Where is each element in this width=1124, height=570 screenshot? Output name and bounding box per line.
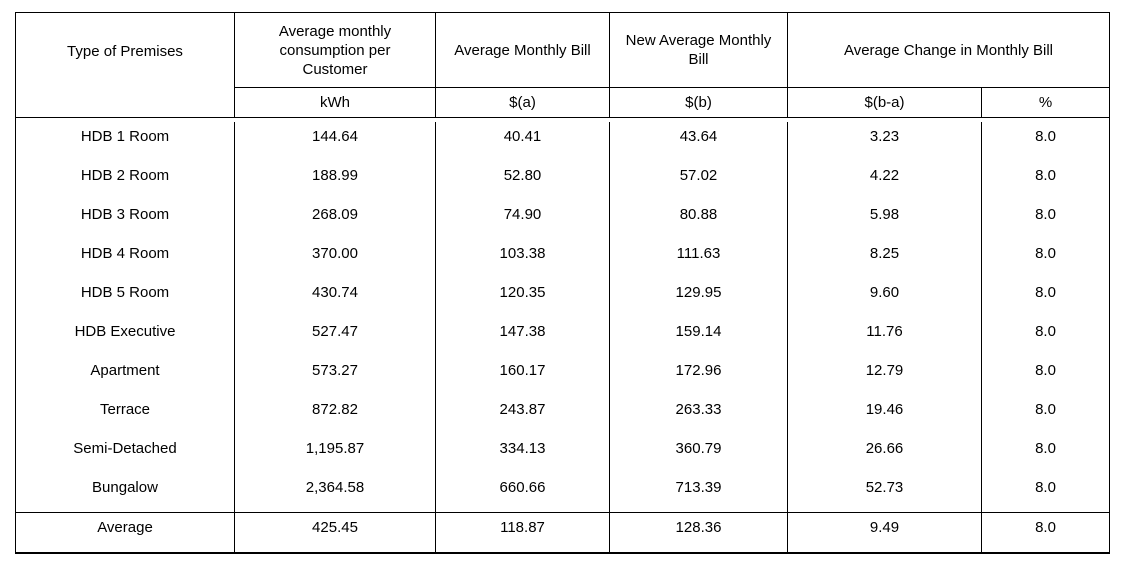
cell-change-percent: 8.0 — [1035, 206, 1056, 223]
cell-premises: HDB 4 Room — [16, 239, 235, 278]
header-unit-change-percent: % — [1038, 94, 1053, 111]
cell-consumption-kwh: 527.47 — [235, 317, 436, 356]
average-cell-consumption-kwh: 425.45 — [235, 513, 436, 552]
cell-change-amount: 8.25 — [788, 239, 982, 278]
cell-change-amount: 4.22 — [788, 161, 982, 200]
header-avg-consumption: Average monthly consumption per Customer — [235, 13, 436, 88]
cell-change-amount: 26.66 — [788, 434, 982, 473]
cell-consumption-kwh: 268.09 — [235, 200, 436, 239]
cell-premises: Apartment — [16, 356, 235, 395]
cell-change-percent: 8.0 — [1035, 167, 1056, 184]
electricity-bill-table: Type of Premises Average monthly consump… — [15, 12, 1110, 554]
average-cell-change-percent: 8.0 — [1035, 519, 1056, 536]
cell-consumption-kwh: 188.99 — [235, 161, 436, 200]
cell-change-percent: 8.0 — [1035, 440, 1056, 457]
cell-avg-monthly-bill: 120.35 — [436, 278, 610, 317]
cell-change-percent: 8.0 — [1035, 479, 1056, 496]
cell-new-avg-monthly-bill: 172.96 — [610, 356, 788, 395]
header-new-avg-monthly-bill: New Average Monthly Bill — [610, 13, 788, 88]
cell-change-percent: 8.0 — [1035, 401, 1056, 418]
cell-avg-monthly-bill: 52.80 — [436, 161, 610, 200]
cell-change-percent: 8.0 — [1035, 284, 1056, 301]
header-avg-monthly-bill: Average Monthly Bill — [436, 13, 610, 88]
average-cell-avg-monthly-bill: 118.87 — [436, 513, 610, 552]
cell-premises: HDB 1 Room — [16, 122, 235, 161]
cell-avg-monthly-bill: 103.38 — [436, 239, 610, 278]
cell-avg-monthly-bill: 147.38 — [436, 317, 610, 356]
cell-change-percent: 8.0 — [1035, 128, 1056, 145]
header-avg-change-monthly-bill: Average Change in Monthly Bill — [788, 13, 1109, 88]
header-type-of-premises: Type of Premises — [16, 13, 235, 117]
cell-avg-monthly-bill: 334.13 — [436, 434, 610, 473]
header-body-divider-gap — [16, 118, 1109, 122]
cell-avg-monthly-bill: 660.66 — [436, 473, 610, 512]
cell-premises: Bungalow — [16, 473, 235, 512]
cell-new-avg-monthly-bill: 129.95 — [610, 278, 788, 317]
cell-new-avg-monthly-bill: 80.88 — [610, 200, 788, 239]
cell-consumption-kwh: 2,364.58 — [235, 473, 436, 512]
average-cell-premises: Average — [16, 513, 235, 552]
cell-premises: HDB 5 Room — [16, 278, 235, 317]
average-cell-change-amount: 9.49 — [788, 513, 982, 552]
cell-new-avg-monthly-bill: 43.64 — [610, 122, 788, 161]
cell-change-percent: 8.0 — [1035, 362, 1056, 379]
cell-avg-monthly-bill: 160.17 — [436, 356, 610, 395]
cell-new-avg-monthly-bill: 159.14 — [610, 317, 788, 356]
cell-premises: HDB 3 Room — [16, 200, 235, 239]
cell-avg-monthly-bill: 40.41 — [436, 122, 610, 161]
cell-consumption-kwh: 144.64 — [235, 122, 436, 161]
cell-premises: HDB 2 Room — [16, 161, 235, 200]
average-cell-new-avg-monthly-bill: 128.36 — [610, 513, 788, 552]
header-unit-bill-b: $(b) — [610, 88, 788, 117]
cell-change-amount: 19.46 — [788, 395, 982, 434]
cell-change-amount: 5.98 — [788, 200, 982, 239]
cell-consumption-kwh: 872.82 — [235, 395, 436, 434]
table-body: HDB 1 Room 144.64 40.41 43.64 3.23 8.0 H… — [16, 122, 1109, 512]
cell-consumption-kwh: 370.00 — [235, 239, 436, 278]
header-unit-change-amount: $(b-a) — [788, 88, 982, 117]
cell-premises: HDB Executive — [16, 317, 235, 356]
cell-change-percent: 8.0 — [1035, 245, 1056, 262]
cell-new-avg-monthly-bill: 263.33 — [610, 395, 788, 434]
cell-consumption-kwh: 1,195.87 — [235, 434, 436, 473]
cell-avg-monthly-bill: 74.90 — [436, 200, 610, 239]
header-unit-bill-a: $(a) — [436, 88, 610, 117]
cell-premises: Terrace — [16, 395, 235, 434]
cell-new-avg-monthly-bill: 360.79 — [610, 434, 788, 473]
average-row: Average 425.45 118.87 128.36 9.49 8.0 — [16, 512, 1109, 552]
cell-change-amount: 11.76 — [788, 317, 982, 356]
cell-new-avg-monthly-bill: 57.02 — [610, 161, 788, 200]
header-unit-kwh: kWh — [235, 88, 436, 117]
cell-consumption-kwh: 573.27 — [235, 356, 436, 395]
cell-new-avg-monthly-bill: 713.39 — [610, 473, 788, 512]
cell-new-avg-monthly-bill: 111.63 — [610, 239, 788, 278]
cell-change-amount: 3.23 — [788, 122, 982, 161]
cell-change-amount: 9.60 — [788, 278, 982, 317]
cell-change-amount: 52.73 — [788, 473, 982, 512]
table-header: Type of Premises Average monthly consump… — [16, 13, 1109, 118]
cell-change-amount: 12.79 — [788, 356, 982, 395]
cell-consumption-kwh: 430.74 — [235, 278, 436, 317]
cell-change-percent: 8.0 — [1035, 323, 1056, 340]
cell-premises: Semi-Detached — [16, 434, 235, 473]
cell-avg-monthly-bill: 243.87 — [436, 395, 610, 434]
